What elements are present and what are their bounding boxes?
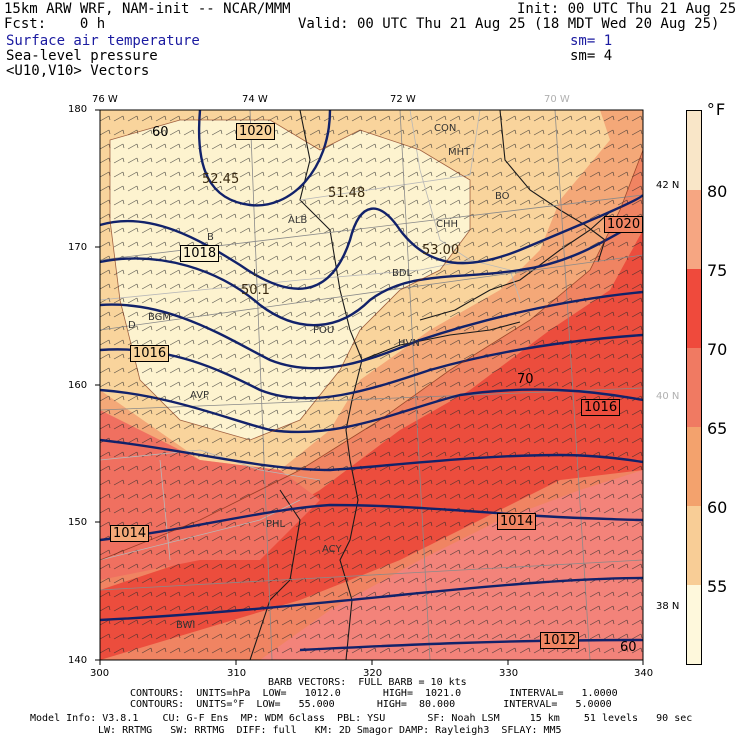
place-bwi: BWI [176,620,196,631]
isobar-1015 [100,438,643,472]
isobar-label-1020: 1020 [236,123,276,140]
contours-slp: CONTOURS: UNITS=hPa LOW= 1012.0 HIGH= 10… [130,688,618,699]
colorbar-band-4 [687,348,701,427]
lat-label-40n: 40 N [656,391,680,402]
place-b: B [207,232,214,243]
place-bdl: BDL [392,268,413,279]
lon-label-70w: 70 W [544,94,570,105]
barb-note: BARB VECTORS: FULL BARB = 10 kts [268,677,467,688]
temp-label-3: 53.00 [422,243,460,258]
model-title: 15km ARW WRF, NAM-init -- NCAR/MMM [4,1,291,17]
place-hvn: HVN [398,338,420,349]
forecast-hour: Fcst: 0 h [4,16,106,32]
x-tick-320: 320 [363,668,383,679]
isobar-1012 [299,638,643,652]
y-tick-180: 180 [68,104,88,115]
init-time: Init: 00 UTC Thu 21 Aug 25 [517,1,737,17]
isobar-label-1014b: 1014 [497,513,537,530]
place-bgm: BGM [148,312,172,323]
isobar-1020 [197,110,332,207]
colorbar-band-7 [687,585,701,664]
place-acy: ACY [322,544,342,555]
colorbar-tick-65: 65 [707,419,728,438]
isobar-1014 [100,503,643,542]
colorbar-unit: °F [706,100,726,119]
colorbar-tick-60: 60 [707,498,728,517]
x-tick-310: 310 [227,668,247,679]
place-avp: AVP [190,390,210,401]
temp-contour-70: 70 [517,372,534,387]
wind-barb-field [100,110,643,660]
place-mht: MHT [448,147,471,158]
model-info-line-1: Model Info: V3.8.1 CU: G-F Ens MP: WDM 6… [30,713,693,724]
lon-label-74w: 74 W [242,94,268,105]
place-chh: CHH [436,219,459,230]
isobar-label-1020b: 1020 [604,216,644,233]
colorbar-tick-70: 70 [707,340,728,359]
valid-time: Valid: 00 UTC Thu 21 Aug 25 (18 MDT Wed … [298,16,720,32]
isobar-label-1014a: 1014 [110,525,150,542]
temp-label-2: 51.48 [328,186,366,201]
lon-label-72w: 72 W [390,94,416,105]
place-alb: ALB [288,215,308,226]
place-pou: POU [313,325,335,336]
colorbar-band-3 [687,269,701,348]
place-bos: BO [495,191,510,202]
isobar-label-1018: 1018 [180,245,220,262]
x-tick-300: 300 [90,668,110,679]
place-con: CON [434,123,457,134]
lon-label-76w: 76 W [92,94,118,105]
y-tick-140: 140 [68,655,88,666]
colorbar-band-1 [687,111,701,190]
contours-temp: CONTOURS: UNITS=°F LOW= 55.000 HIGH= 80.… [130,699,612,710]
axis-ticks [95,109,644,665]
colorbar-tick-55: 55 [707,577,728,596]
isobar-1013 [100,576,643,622]
x-tick-340: 340 [634,668,654,679]
colorbar-band-5 [687,427,701,506]
temp-label-1: 52.45 [202,172,240,187]
field-temperature-smoothing: sm= 1 [570,33,613,49]
isobar-1018 [100,218,643,327]
colorbar-tick-80: 80 [707,182,728,201]
field-slp-smoothing: sm= 4 [570,48,613,64]
temp-contour-60b: 60 [620,640,637,655]
y-tick-150: 150 [68,517,88,528]
lat-label-42n: 42 N [656,180,680,191]
isobar-label-1016a: 1016 [130,345,170,362]
lat-label-38n: 38 N [656,601,680,612]
isobar-1017 [100,290,643,370]
colorbar-tick-75: 75 [707,261,728,280]
y-tick-160: 160 [68,380,88,391]
temp-contour-60a: 60 [152,125,169,140]
place-phl: PHL [266,519,286,530]
colorbar-band-2 [687,190,701,269]
x-tick-330: 330 [499,668,519,679]
model-info-line-2: LW: RRTMG SW: RRTMG DIFF: full KM: 2D Sm… [98,725,562,736]
field-wind-label: <U10,V10> Vectors [6,63,150,79]
colorbar-band-6 [687,506,701,585]
field-temperature-label: Surface air temperature [6,33,200,49]
isobar-1016b [100,388,643,434]
place-l: L [253,268,259,279]
colorbar [686,110,702,665]
field-slp-label: Sea-level pressure [6,48,158,64]
isobar-label-1016b: 1016 [581,399,621,416]
isobar-1016 [100,333,643,400]
y-tick-170: 170 [68,242,88,253]
temp-label-4: 50.1 [241,283,270,298]
isobar-label-1012: 1012 [540,632,580,649]
place-d: D [128,320,136,331]
